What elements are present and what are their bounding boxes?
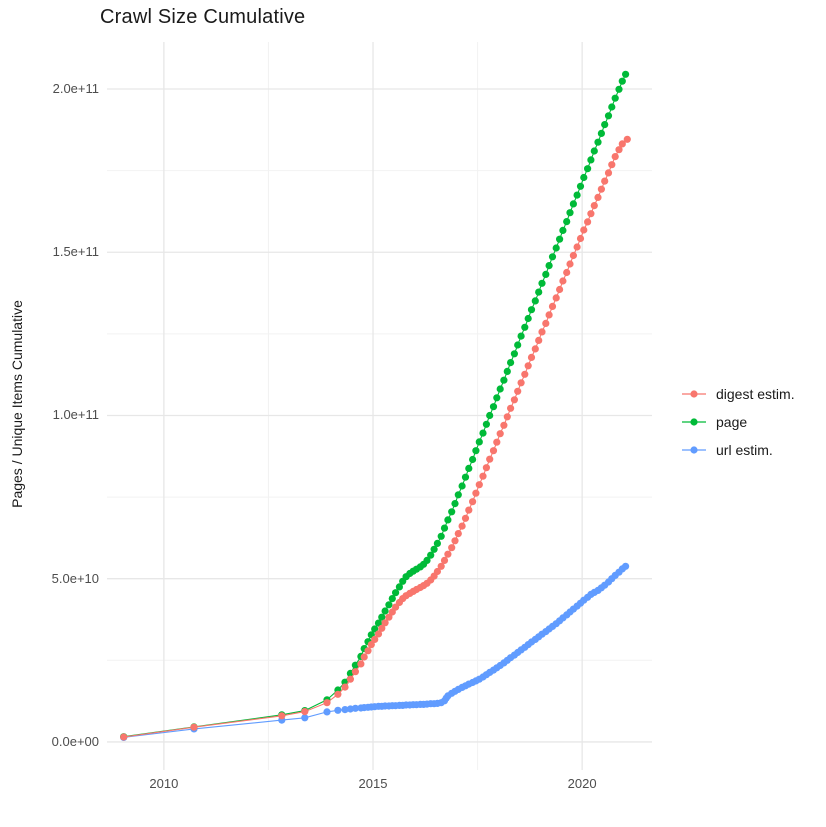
y-tick-label: 5.0e+10 (51, 570, 99, 586)
legend-item-page: page (681, 408, 795, 436)
legend-key-icon (682, 446, 706, 454)
legend-key-icon (682, 418, 706, 426)
x-tick-label: 2010 (149, 776, 179, 791)
legend-item-label: page (716, 414, 748, 430)
y-tick-label: 1.5e+11 (52, 244, 99, 260)
x-tick-label: 2020 (567, 776, 597, 791)
y-tick-label: 1.0e+11 (52, 407, 99, 423)
y-tick-label: 2.0e+11 (52, 81, 99, 96)
y-axis-title: Pages / Unique Items Cumulative (9, 300, 25, 508)
y-tick-label: 0.0e+00 (51, 733, 99, 749)
x-tick-label: 2015 (358, 776, 388, 791)
legend-item-label: digest estim. (716, 386, 795, 402)
chart-title: Crawl Size Cumulative (100, 6, 306, 28)
legend: digest estim. page url estim. (681, 380, 795, 464)
legend-item-url: url estim. (681, 436, 795, 464)
legend-item-digest: digest estim. (681, 380, 795, 408)
legend-item-label: url estim. (716, 442, 773, 458)
legend-key-icon (682, 390, 706, 398)
plot-panel (107, 42, 652, 770)
